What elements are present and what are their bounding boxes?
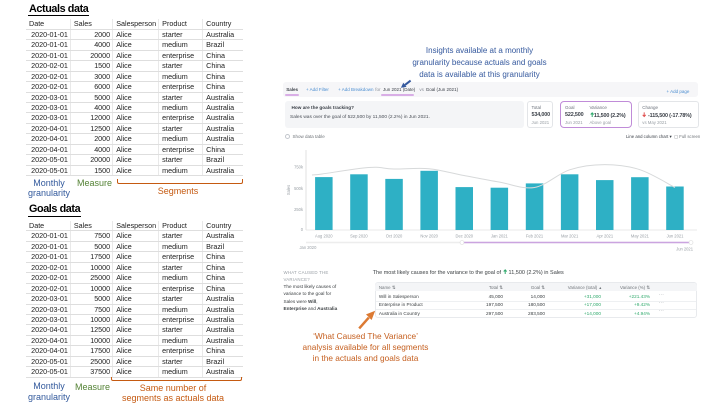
svg-text:Aug 2020: Aug 2020 <box>315 233 333 238</box>
svg-text:Feb 2021: Feb 2021 <box>526 233 544 238</box>
svg-text:Jun 2021: Jun 2021 <box>667 233 685 238</box>
svg-text:750k: 750k <box>294 165 304 170</box>
svg-text:Apr 2021: Apr 2021 <box>596 233 613 238</box>
svg-text:Sep 2020: Sep 2020 <box>350 233 368 238</box>
svg-text:500k: 500k <box>294 186 304 191</box>
svg-text:Jun 2021: Jun 2021 <box>676 246 694 251</box>
svg-text:250k: 250k <box>294 207 304 212</box>
svg-text:Mar 2021: Mar 2021 <box>561 233 579 238</box>
svg-text:Dec 2020: Dec 2020 <box>456 233 474 238</box>
svg-text:Sales: Sales <box>286 185 291 195</box>
svg-text:Jan 2020: Jan 2020 <box>300 245 318 250</box>
svg-text:Oct 2020: Oct 2020 <box>386 233 403 238</box>
svg-text:May 2021: May 2021 <box>631 233 650 238</box>
svg-text:0: 0 <box>301 227 304 232</box>
svg-text:Nov 2020: Nov 2020 <box>420 233 438 238</box>
svg-text:Jan 2021: Jan 2021 <box>491 233 509 238</box>
